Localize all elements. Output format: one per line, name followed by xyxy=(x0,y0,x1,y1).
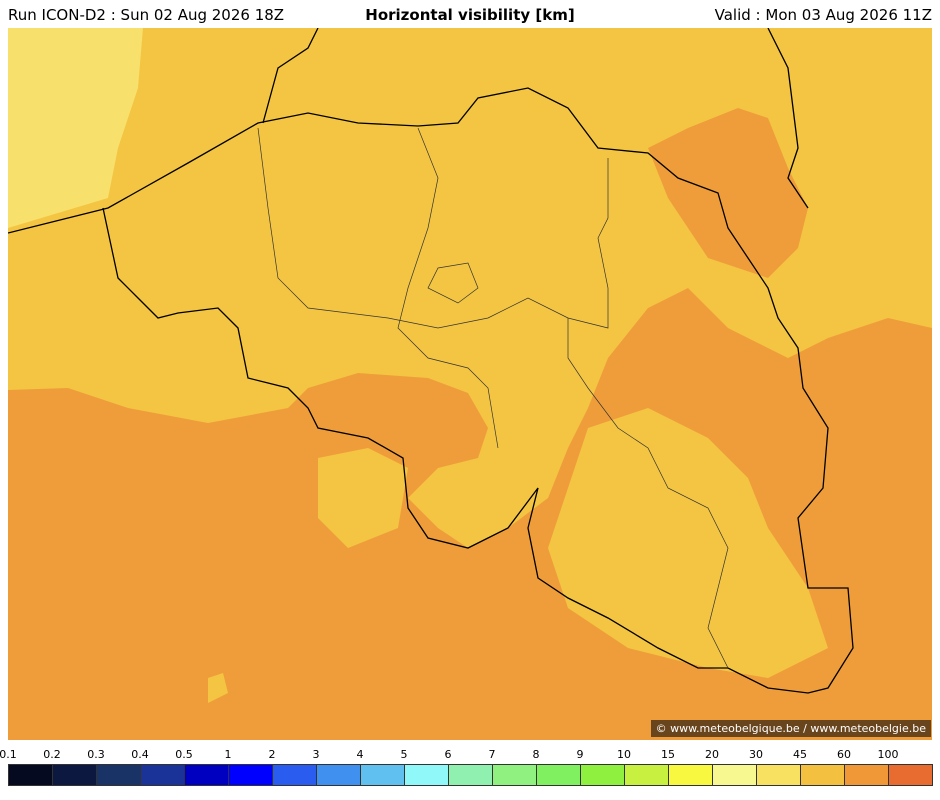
legend-swatch xyxy=(800,764,845,786)
legend-label: 6 xyxy=(444,748,452,761)
legend-swatch xyxy=(492,764,537,786)
legend-swatch xyxy=(580,764,625,786)
legend-label: 20 xyxy=(705,748,719,761)
borders xyxy=(8,28,854,694)
legend-label: 9 xyxy=(576,748,584,761)
legend-label: 0.4 xyxy=(131,748,149,761)
legend-label: 7 xyxy=(488,748,496,761)
legend-swatch xyxy=(712,764,757,786)
legend-label: 0.2 xyxy=(43,748,61,761)
legend-swatch xyxy=(668,764,713,786)
field-mid-vis xyxy=(318,448,408,548)
run-info: Run ICON-D2 : Sun 02 Aug 2026 18Z xyxy=(8,6,285,24)
legend-swatch xyxy=(536,764,581,786)
visibility-map xyxy=(8,28,932,740)
legend-label: 100 xyxy=(877,748,899,761)
legend-swatch xyxy=(888,764,933,786)
legend-label: 0.3 xyxy=(87,748,105,761)
color-legend: 0.1 0.2 0.3 0.4 0.5 1 2 3 4 5 6 7 8 9 10 15 20 30 45 60 100 xyxy=(0,744,933,794)
map-credit: © www.meteobelgique.be / www.meteobelgie… xyxy=(650,720,931,737)
legend-swatch xyxy=(404,764,449,786)
legend-swatch xyxy=(624,764,669,786)
field-low-vis xyxy=(648,108,808,278)
legend-label: 30 xyxy=(749,748,763,761)
field-high-vis xyxy=(8,28,143,228)
legend-swatch xyxy=(8,764,53,786)
legend-swatch xyxy=(96,764,141,786)
legend-label: 1 xyxy=(224,748,232,761)
legend-label: 15 xyxy=(661,748,675,761)
legend-swatch xyxy=(316,764,361,786)
legend-swatch xyxy=(228,764,273,786)
legend-swatch xyxy=(184,764,229,786)
legend-swatch xyxy=(360,764,405,786)
legend-swatch xyxy=(140,764,185,786)
map-title: Horizontal visibility [km] xyxy=(365,6,575,24)
legend-label: 8 xyxy=(532,748,540,761)
legend-label: 60 xyxy=(837,748,851,761)
legend-label: 5 xyxy=(400,748,408,761)
valid-time: Valid : Mon 03 Aug 2026 11Z xyxy=(714,6,932,24)
legend-label: 45 xyxy=(793,748,807,761)
legend-swatch xyxy=(448,764,493,786)
legend-label: 2 xyxy=(268,748,276,761)
legend-label: 3 xyxy=(312,748,320,761)
legend-label: 0.1 xyxy=(0,748,17,761)
province-borders xyxy=(257,127,729,669)
legend-label: 10 xyxy=(617,748,631,761)
legend-swatch xyxy=(756,764,801,786)
legend-label: 0.5 xyxy=(175,748,193,761)
legend-swatch xyxy=(844,764,889,786)
legend-label: 4 xyxy=(356,748,364,761)
field-mid-vis xyxy=(548,408,828,678)
legend-swatch xyxy=(52,764,97,786)
field-mid-vis xyxy=(208,673,228,703)
legend-swatch xyxy=(272,764,317,786)
